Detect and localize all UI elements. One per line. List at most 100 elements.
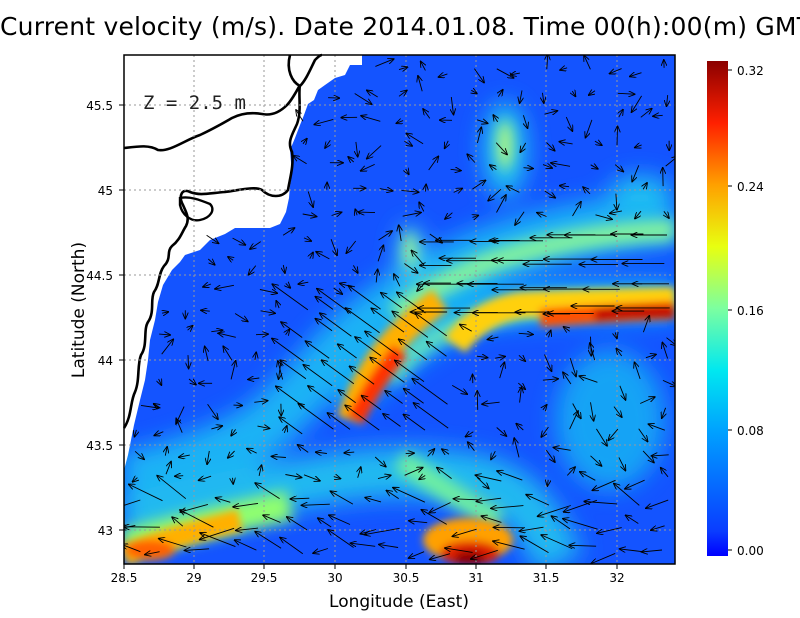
velocity-vector: [398, 67, 407, 69]
velocity-vector: [207, 450, 209, 464]
velocity-vector: [646, 499, 669, 508]
velocity-vector: [228, 450, 235, 458]
velocity-vector: [355, 337, 382, 357]
velocity-vector: [560, 68, 568, 70]
velocity-vector: [520, 142, 527, 152]
velocity-vector: [419, 476, 425, 480]
velocity-vector: [653, 115, 663, 116]
velocity-vector: [518, 355, 525, 361]
velocity-vector: [493, 541, 525, 550]
velocity-vector: [589, 91, 595, 95]
velocity-vector: [584, 56, 591, 70]
velocity-vector: [188, 355, 189, 368]
velocity-vector: [523, 168, 533, 169]
velocity-vector: [473, 216, 479, 218]
velocity-vector: [523, 115, 527, 128]
velocity-vector: [313, 548, 329, 554]
velocity-vector: [617, 93, 635, 94]
velocity-vector: [263, 515, 281, 523]
velocity-vector: [619, 385, 626, 400]
y-axis-label: Latitude (North): [69, 242, 89, 378]
velocity-vector: [474, 68, 484, 83]
velocity-vector: [216, 498, 231, 503]
velocity-vector: [133, 478, 138, 482]
velocity-vector: [344, 452, 355, 453]
velocity-vector: [354, 93, 372, 105]
velocity-vector: [303, 238, 311, 241]
velocity-vector: [552, 516, 571, 530]
velocity-vector: [547, 480, 548, 486]
velocity-vector: [541, 535, 573, 550]
velocity-vector: [286, 283, 290, 287]
velocity-vector: [402, 213, 421, 217]
velocity-vector: [542, 165, 552, 168]
velocity-vector: [154, 404, 161, 408]
velocity-vector: [620, 549, 645, 552]
velocity-vector: [638, 428, 648, 442]
velocity-vector: [145, 552, 160, 555]
velocity-vector: [333, 477, 341, 479]
velocity-vector: [572, 202, 581, 217]
velocity-vector: [248, 378, 260, 380]
velocity-vector: [526, 495, 550, 506]
velocity-vector: [272, 339, 304, 362]
velocity-vector: [488, 337, 499, 339]
velocity-vector: [162, 312, 168, 313]
velocity-vector: [499, 363, 505, 379]
velocity-vector: [537, 213, 547, 217]
velocity-vector: [590, 165, 598, 169]
velocity-vector: [652, 455, 669, 456]
velocity-vector: [619, 110, 623, 118]
velocity-vector: [520, 387, 522, 403]
velocity-vector: [642, 550, 663, 552]
velocity-vector: [460, 325, 472, 332]
velocity-vector: [316, 252, 330, 260]
velocity-vector: [175, 476, 184, 477]
velocity-vector: [613, 406, 622, 417]
velocity-vector: [328, 413, 351, 430]
velocity-vector: [490, 165, 497, 170]
x-tick: 29: [186, 571, 201, 585]
velocity-vector: [314, 118, 334, 124]
velocity-vector: [635, 210, 642, 218]
velocity-vector: [279, 417, 303, 435]
velocity-vector: [308, 386, 332, 404]
velocity-vector: [330, 239, 337, 255]
velocity-vector: [383, 414, 401, 427]
y-tick: 44.5: [86, 269, 113, 283]
velocity-vector: [375, 59, 393, 67]
velocity-vector: [230, 361, 236, 380]
velocity-vector: [172, 517, 184, 527]
velocity-vector: [564, 327, 570, 331]
velocity-vector: [404, 389, 424, 404]
velocity-vector: [205, 347, 208, 362]
velocity-vector: [586, 119, 593, 138]
velocity-vector: [596, 428, 607, 446]
velocity-vector: [338, 344, 357, 359]
velocity-vector: [303, 474, 320, 481]
velocity-vector: [331, 212, 342, 215]
velocity-vector: [515, 211, 525, 225]
velocity-vector: [445, 140, 449, 148]
y-tick: 45: [98, 184, 113, 198]
velocity-vector: [493, 115, 497, 123]
velocity-vector: [404, 415, 426, 431]
velocity-vector: [260, 311, 275, 314]
velocity-vector: [356, 141, 358, 157]
velocity-vector: [453, 528, 477, 536]
velocity-vector: [165, 462, 171, 475]
velocity-vector: [428, 157, 439, 171]
velocity-vector: [285, 475, 301, 478]
velocity-vector: [159, 379, 162, 385]
velocity-vector: [304, 365, 333, 387]
velocity-vector: [159, 334, 170, 335]
velocity-vector: [569, 545, 597, 546]
velocity-vector: [640, 109, 652, 118]
velocity-vector: [255, 483, 280, 499]
velocity-vector: [645, 354, 656, 357]
velocity-vector: [591, 552, 616, 563]
velocity-vector: [404, 468, 423, 476]
velocity-vector: [520, 536, 549, 553]
velocity-vector: [580, 472, 596, 481]
velocity-vector: [367, 145, 382, 159]
